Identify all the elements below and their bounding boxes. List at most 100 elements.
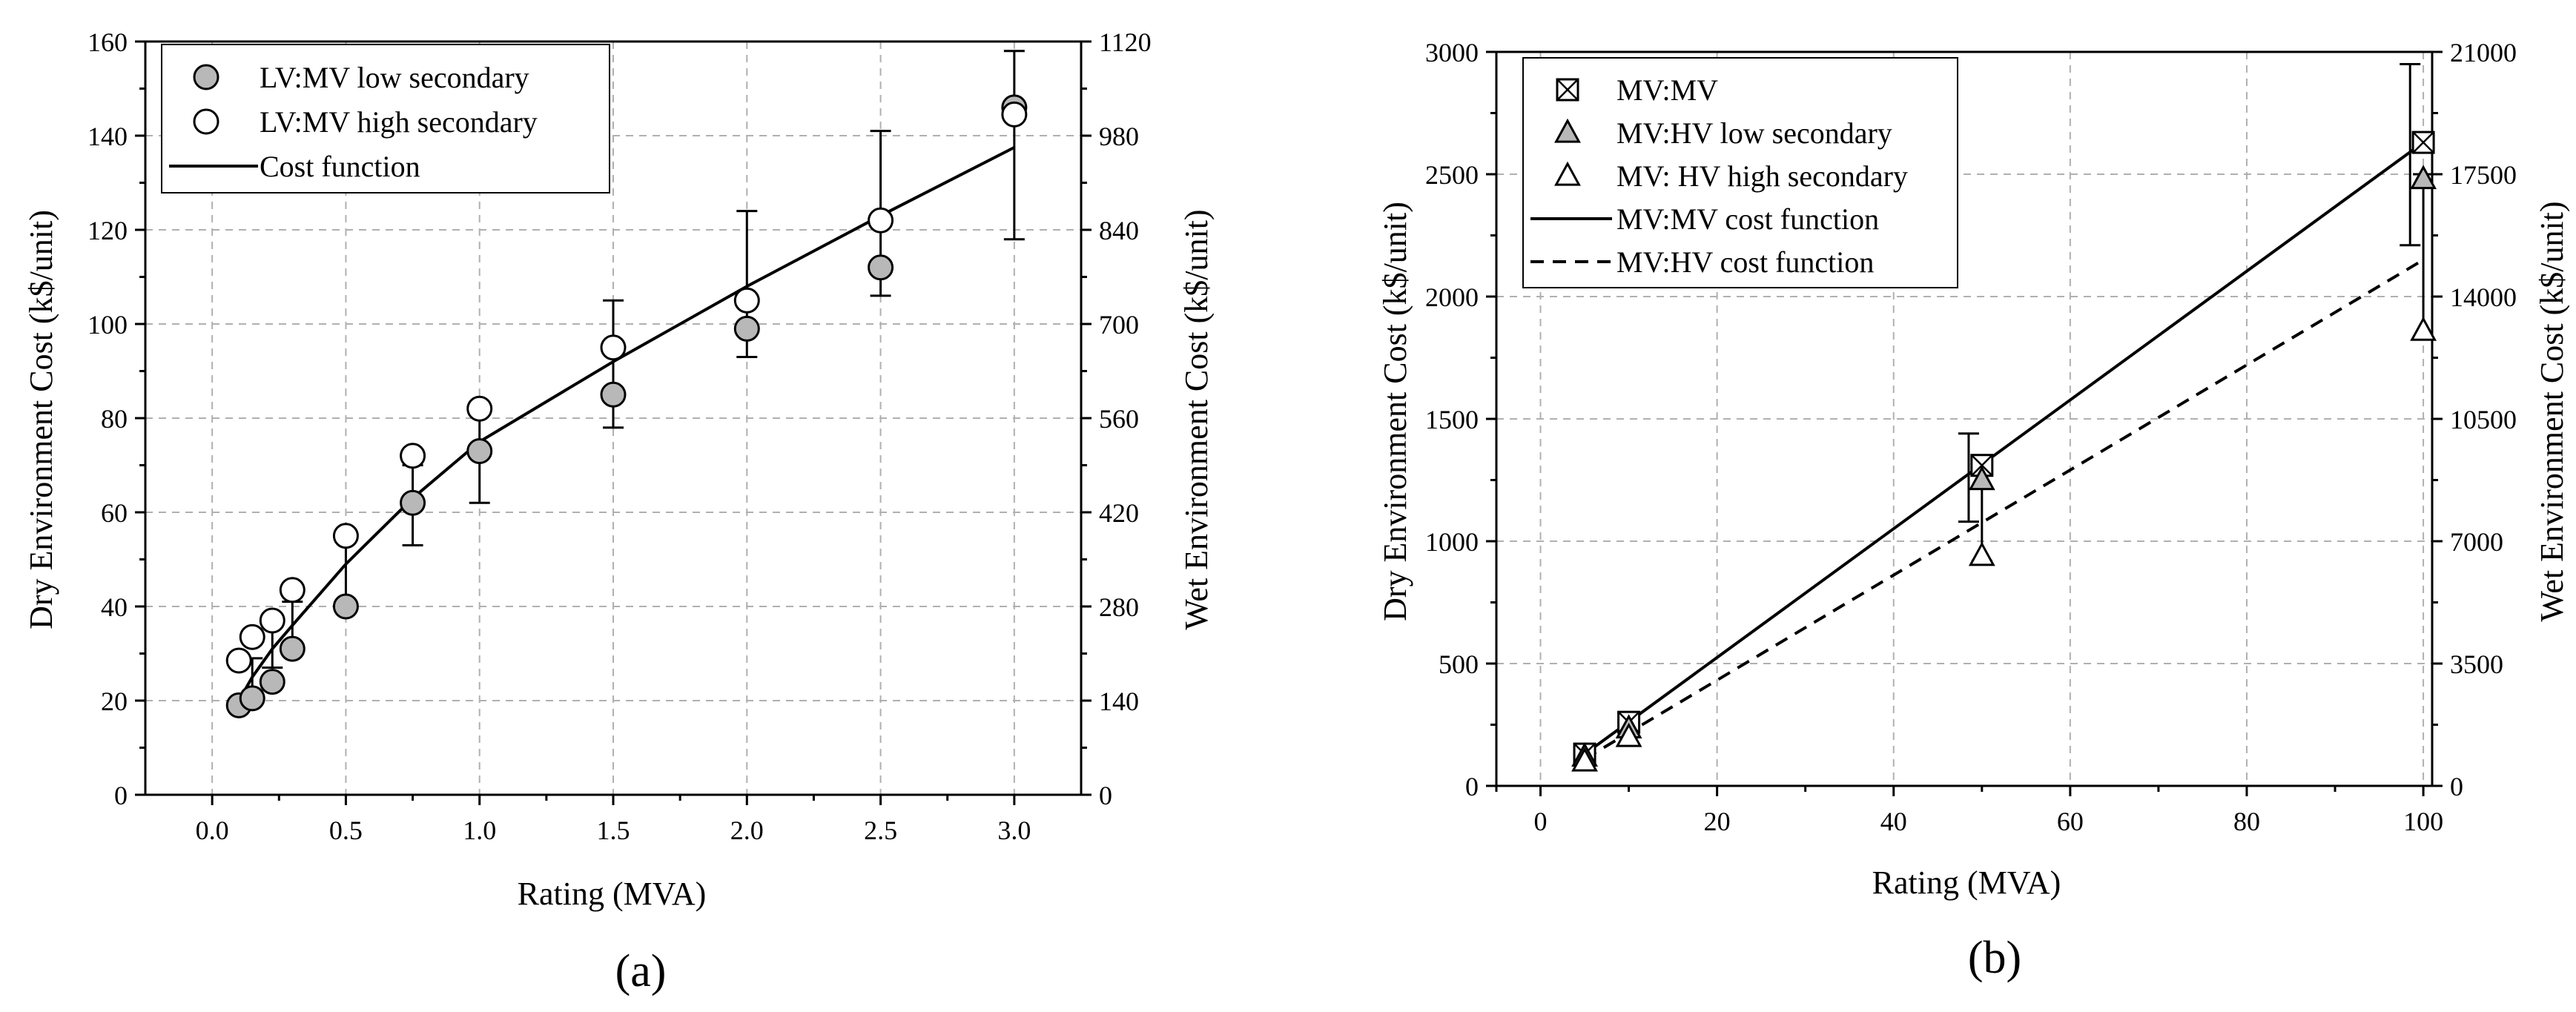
a-legend-box [161,44,610,194]
b-legend-marker-0-cross [1556,79,1579,101]
b-legend-label-0: MV:MV [1616,73,1718,107]
b-xtick-label: 40 [1880,807,1907,836]
a-point-s1-0 [225,647,252,674]
b-legend-box [1522,57,1958,288]
a-y2tick-label: 840 [1099,216,1139,245]
b-series-line-4 [1584,258,2425,761]
a-point-s1-7 [600,334,627,361]
b-point-s2-1 [1615,722,1642,747]
b-legend-marker-2 [1554,161,1581,186]
a-xtick-label: 3.0 [997,816,1031,845]
b-xtick-label: 60 [2057,807,2084,836]
a-point-s1-10 [1001,101,1028,128]
a-point-s0-8 [733,315,760,342]
b-point-s1-3 [2410,165,2437,190]
a-point-s1-6 [466,395,493,422]
b-point-s2-3 [2410,316,2437,341]
b-y2tick-label: 0 [2450,772,2463,801]
chart-a-legend: LV:MV low secondary LV:MV high secondary C… [161,44,610,194]
chart-b-grid [1496,52,2432,786]
b-xtick-label: 20 [1704,807,1731,836]
a-point-s1-1 [239,624,265,650]
b-legend-label-4: MV:HV cost function [1616,245,1874,279]
chart-b-ticks: 0 20 40 60 80 1000500100015002000250030000350… [1425,38,2517,836]
a-y2tick-label: 700 [1099,310,1139,340]
a-ytick-label: 40 [101,592,128,622]
chart-b-ylabel: Dry Environment Cost (k$/unit) [1377,202,1413,621]
a-legend-marker-0 [193,64,219,90]
chart-a-y2label: Wet Environment Cost (k$/unit) [1178,209,1215,629]
chart-b-panel-label: (b) [1968,933,2021,983]
b-ytick-label: 0 [1465,772,1479,801]
b-ytick-label: 2000 [1425,282,1479,312]
a-xtick-label: 1.5 [597,816,630,845]
chart-a-marks [225,50,1028,718]
a-ytick-label: 60 [101,498,128,528]
a-point-s0-5 [400,489,426,516]
b-xtick-label: 0 [1534,807,1548,836]
a-ytick-label: 140 [87,122,128,151]
b-ytick-label: 3000 [1425,38,1479,67]
a-y2tick-label: 0 [1099,781,1112,810]
a-xtick-label: 1.0 [463,816,496,845]
b-y2tick-label: 3500 [2450,649,2503,679]
chart-b-y2label: Wet Environment Cost (k$/unit) [2534,201,2570,621]
b-y2tick-label: 14000 [2450,282,2517,312]
b-point-s1-2 [1968,466,1995,491]
a-y2tick-label: 560 [1099,404,1139,434]
a-ytick-label: 0 [114,781,128,810]
b-legend-marker-1 [1554,118,1581,143]
a-point-s0-4 [332,593,359,620]
chart-b: 0 20 40 60 80 1000500100015002000250030000350… [1377,38,2570,983]
b-point-s0-2-cross [1970,454,1993,477]
a-y2tick-label: 1120 [1099,27,1152,57]
a-point-s0-9 [868,254,894,281]
b-ytick-label: 1500 [1425,405,1479,434]
a-y2tick-label: 140 [1099,687,1139,716]
a-point-s0-1 [239,685,265,712]
b-legend-label-2: MV: HV high secondary [1616,159,1908,193]
b-series-line-3 [1583,141,2425,755]
chart-a: 0.0 0.5 1.0 1.5 2.0 2.5 3.0 0 20 40 60 80 100 120 140 1… [23,27,1215,996]
a-point-s1-3 [279,577,306,603]
a-legend-label-2: Cost function [260,150,420,183]
b-ytick-label: 2500 [1425,160,1479,190]
a-point-s1-5 [400,443,426,469]
a-legend-label-0: LV:MV low secondary [260,61,529,94]
b-point-s2-2 [1968,541,1995,566]
a-point-s0-6 [466,437,493,464]
a-point-s1-4 [332,523,359,549]
a-ytick-label: 20 [101,687,128,716]
a-ytick-label: 120 [87,216,128,245]
a-xtick-label: 2.5 [864,816,897,845]
a-y2tick-label: 980 [1099,122,1139,151]
a-legend-marker-1 [193,108,219,135]
chart-a-ylabel: Dry Environment Cost (k$/unit) [23,210,59,629]
b-legend-label-1: MV:HV low secondary [1616,116,1892,150]
chart-a-xlabel: Rating (MVA) [518,876,707,912]
a-ytick-label: 80 [101,404,128,434]
a-point-s0-2 [259,669,285,695]
a-ytick-label: 100 [87,310,128,340]
b-legend-marker-0 [1556,78,1579,102]
b-point-s2-0 [1571,747,1598,772]
chart-b-xlabel: Rating (MVA) [1872,864,2061,901]
a-xtick-label: 2.0 [730,816,764,845]
a-ytick-label: 160 [87,27,128,57]
b-y2tick-label: 7000 [2450,527,2503,557]
a-y2tick-label: 280 [1099,592,1139,622]
a-point-s0-3 [279,635,306,662]
b-ytick-label: 500 [1439,649,1479,679]
a-point-s1-8 [733,287,760,314]
chart-b-legend: MV:MV MV:HV low secondary MV: HV high seco… [1522,57,1958,288]
b-point-s0-3 [2411,130,2435,154]
a-point-s0-7 [600,381,627,408]
a-legend-label-1: LV:MV high secondary [260,105,538,139]
a-xtick-label: 0.5 [329,816,363,845]
chart-a-ticks: 0.0 0.5 1.0 1.5 2.0 2.5 3.0 0 20 40 60 80 100 120 140 1… [87,27,1152,845]
a-point-s1-2 [259,607,285,634]
b-xtick-label: 100 [2403,807,2443,836]
a-y2tick-label: 420 [1099,498,1139,528]
a-xtick-label: 0.0 [196,816,229,845]
